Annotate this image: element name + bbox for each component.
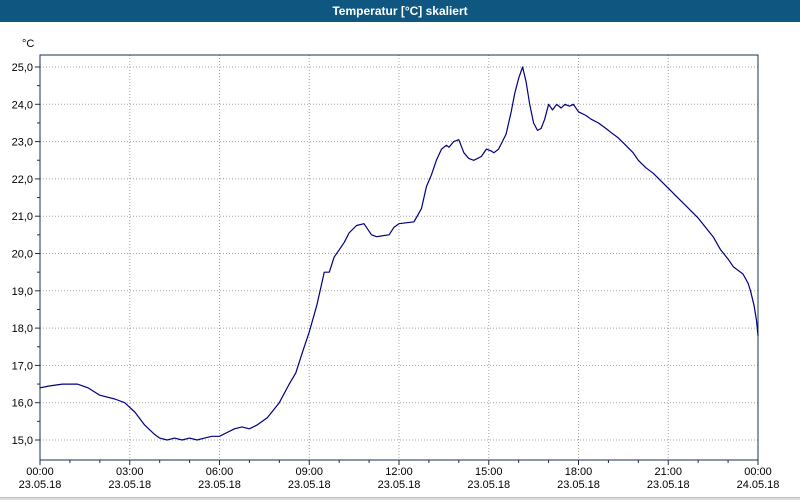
- svg-text:23.05.18: 23.05.18: [108, 479, 151, 491]
- svg-text:00:00: 00:00: [26, 466, 54, 478]
- temperature-line-chart[interactable]: 25,0 24,0 23,0 22,0 21,0 20,0 19,0 18,0 17,0 16,0…: [0, 22, 800, 492]
- svg-text:06:00: 06:00: [206, 466, 234, 478]
- window-bottom-strip: [0, 497, 800, 500]
- svg-text:15:00: 15:00: [475, 466, 503, 478]
- svg-text:23.05.18: 23.05.18: [467, 479, 510, 491]
- svg-text:21,0: 21,0: [12, 211, 33, 223]
- chart-area: 25,0 24,0 23,0 22,0 21,0 20,0 19,0 18,0 17,0 16,0…: [0, 22, 800, 497]
- svg-text:25,0: 25,0: [12, 62, 33, 74]
- svg-text:20,0: 20,0: [12, 249, 33, 261]
- chart-title: Temperatur [°C] skaliert: [332, 4, 468, 18]
- svg-text:24.05.18: 24.05.18: [737, 479, 780, 491]
- window-title-bar: Temperatur [°C] skaliert: [0, 0, 800, 22]
- svg-text:23.05.18: 23.05.18: [647, 479, 690, 491]
- svg-text:23.05.18: 23.05.18: [557, 479, 600, 491]
- svg-text:22,0: 22,0: [12, 174, 33, 186]
- svg-text:15,0: 15,0: [12, 435, 33, 447]
- svg-text:12:00: 12:00: [385, 466, 413, 478]
- svg-text:24,0: 24,0: [12, 99, 33, 111]
- svg-text:03:00: 03:00: [116, 466, 144, 478]
- svg-text:23.05.18: 23.05.18: [288, 479, 331, 491]
- svg-text:18:00: 18:00: [565, 466, 593, 478]
- svg-text:17,0: 17,0: [12, 360, 33, 372]
- svg-text:09:00: 09:00: [295, 466, 323, 478]
- svg-text:16,0: 16,0: [12, 398, 33, 410]
- svg-text:00:00: 00:00: [744, 466, 772, 478]
- svg-text:23.05.18: 23.05.18: [378, 479, 421, 491]
- svg-text:23.05.18: 23.05.18: [19, 479, 62, 491]
- svg-text:23.05.18: 23.05.18: [198, 479, 241, 491]
- svg-text:23,0: 23,0: [12, 137, 33, 149]
- svg-text:°C: °C: [22, 38, 34, 50]
- svg-text:19,0: 19,0: [12, 286, 33, 298]
- svg-text:18,0: 18,0: [12, 323, 33, 335]
- svg-text:21:00: 21:00: [654, 466, 682, 478]
